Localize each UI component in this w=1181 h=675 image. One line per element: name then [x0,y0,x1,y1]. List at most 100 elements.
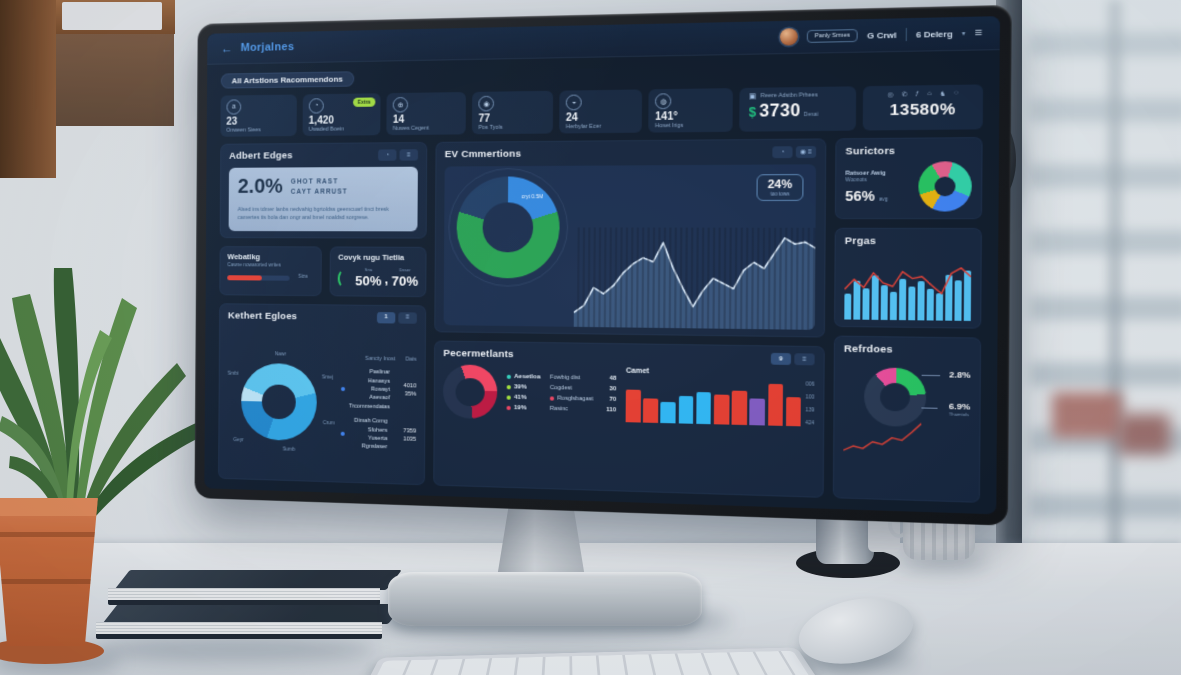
kpi-value: 23 [226,116,238,128]
mini-icon: ◎ [887,92,894,99]
row-label: Yuserta Rgnslaser [361,435,388,451]
filter-pill[interactable]: All Artstlons Racommendons [220,71,355,89]
monitor-screen: ← Morjalnes Panly Srmes G Crwl 6 Delerg … [204,16,1000,515]
monitor: ← Morjalnes Panly Srmes G Crwl 6 Delerg … [194,4,1012,620]
line-chart [843,405,921,464]
comma: , [384,271,389,287]
mini-icon: ƒ [915,90,920,98]
kpi-card[interactable]: ⊕ 14 Nuwes Cegent [386,92,467,136]
kpi-label: Onween Siees [226,127,261,134]
avatar[interactable] [779,28,798,46]
donut-label: Smej [321,375,334,381]
stat-badge[interactable]: 24% too tows [756,174,804,201]
metric-value: 56% [845,187,875,204]
menu-icon-button[interactable]: ≡ [398,312,417,324]
progress-fill [227,274,262,281]
wood-shelf-shadow [56,34,174,126]
back-arrow-icon[interactable]: ← [220,41,233,56]
axis-labels: 006 100 139 424 [805,381,815,426]
adbert-card: Adbert Edges ◔ ≡ 2.0% [219,141,428,239]
card-title: Surictors [845,145,896,158]
table-row[interactable]: Dimah Comg Sfohers Yuserta Rgnslaser 735… [340,417,417,453]
kpi-row: a 23 Onween Siees ◔ Extra 1,420 Uwaded B… [207,80,1000,144]
pecermet-card: Pecermetlants 9 ≡ Aesetloa [433,340,825,498]
bar-line-chart [844,253,971,321]
card-title: Webatlkg [227,251,261,262]
pecermet-donut [442,364,498,420]
legend-item: Aesetloa [506,374,541,381]
donut-label: Crum [322,421,335,427]
metric-sub: Sna [364,266,373,272]
percent-card[interactable]: ◎ ✆ ƒ ⌂ ♞ ◌ 13580% [862,84,984,131]
stats-list: Fowbig dist 48 Cogdest 30 Rosglsbagast 70 R… [550,366,617,422]
highlight-line: CAYT ARRUST [290,187,348,196]
card-title: EV Cmmertions [444,148,522,161]
kpi-card[interactable]: ◔ Extra 1,420 Uwaded Boein [302,93,381,136]
callout-line [921,407,938,409]
books-shadow [96,636,376,662]
kpi-value: 24 [565,112,578,124]
kpi-card[interactable]: ◒ 24 Herbylar Ecer [559,89,643,134]
metric-value: 50% [355,273,382,289]
badge-sub: too tows [770,191,790,197]
row-label: Paslinar Hanasys Rowayt [367,369,391,394]
surictors-donut [918,161,972,212]
terracotta-pot [0,498,98,646]
delerg-dropdown[interactable]: 6 Delerg [916,28,953,40]
progress-bar[interactable]: Siza [227,274,307,281]
kpi-label: Pos Tyols [478,124,503,132]
kethert-card: Kethert Egloes 1 ≡ Nawr [218,303,427,486]
page-title: Morjalnes [240,40,295,55]
stat-row: Cogdest 30 [549,385,617,393]
notebook [96,604,404,644]
user-button[interactable]: Panly Srmes [806,28,858,43]
legend-item: 39% [506,384,541,391]
kpi-card[interactable]: a 23 Onween Siees [220,94,297,137]
stat-row: Rosglsbagast 70 [549,396,616,403]
kpi-icon: ◒ [565,94,583,111]
webatlkg-card: Webatlkg Cawne nowarorted writes Siza [219,245,323,297]
callout-sub: Thamtols [948,411,969,418]
badge-value: 24% [767,178,793,192]
mini-icon: ⌂ [927,90,932,98]
kpi-value: 141° [655,111,678,124]
kpi-card[interactable]: ◍ 141° Hoset Irigs [648,88,734,133]
revenue-card[interactable]: ▣ Reere Adstbn Prhees $ 3730 Desai [739,86,857,132]
kethert-donut [240,362,318,442]
metric-value: 70% [391,273,419,289]
row-value: 1035 [403,436,417,443]
kpi-card[interactable]: ◉ 77 Pos Tyols [472,90,554,135]
menu-icon-button[interactable]: ≡ [399,149,419,161]
table-header: Sancty Inost [364,356,396,363]
wallet-icon: ▣ [748,93,757,101]
callout-line [921,374,941,377]
metric-suffix: avg [878,196,888,203]
kpi-icon: ◉ [478,95,495,112]
menu-icon-button[interactable]: ◉ ≡ [795,146,817,158]
extra-badge: Extra [352,97,376,107]
kpi-icon: ⊕ [392,96,409,113]
card-subtitle: Cawne nowarorted writes [227,262,281,269]
area-line-chart [573,227,816,331]
progress-label: Siza [298,274,308,280]
monitor-bezel: ← Morjalnes Panly Srmes G Crwl 6 Delerg … [194,4,1012,526]
chevron-down-icon[interactable]: ▾ [961,30,966,38]
revenue-suffix: Desai [803,111,819,119]
hamburger-menu-icon[interactable]: ≡ [974,26,984,40]
kpi-label: Hoset Irigs [655,122,684,130]
refresh-icon-button[interactable]: ◔ [772,146,793,159]
card-subtitle: Ratsoer Awig [845,169,886,177]
table-row[interactable]: Paslinar Hanasys Rowayt Asevaof Trcommen… [340,368,417,412]
row-label: Dimah Comg Sfohers [354,417,388,434]
metric-sub: Deser [399,266,411,273]
crwl-button[interactable]: G Crwl [867,29,897,41]
legend-item: 19% [506,405,541,412]
kpi-value: 77 [478,113,491,125]
row-bullet [340,387,346,392]
highlight-percent: 2.0% [237,175,283,198]
kpi-icon: a [226,99,242,115]
mini-icon: ◌ [953,90,959,97]
refresh-icon-button[interactable]: ◔ [378,149,397,161]
stat-row: Fowbig dist 48 [549,374,617,383]
menu-icon-button[interactable]: ≡ [794,353,815,366]
